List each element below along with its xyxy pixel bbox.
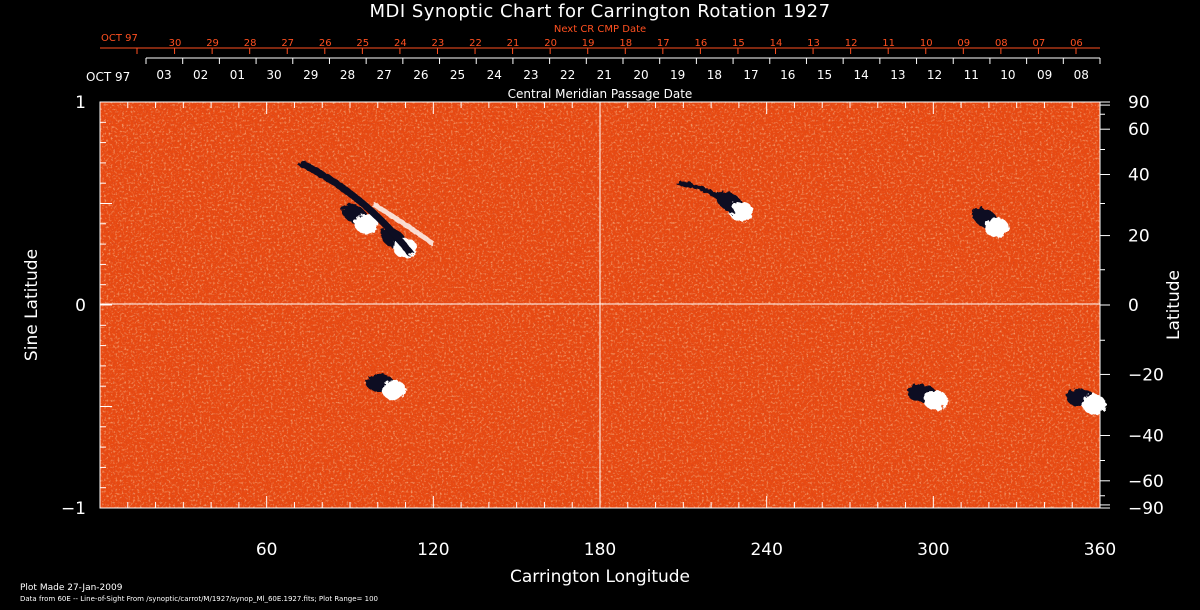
- top-date-label: 12: [927, 68, 942, 82]
- top-date-label: 01: [230, 68, 245, 82]
- y-right-tick-label: 90: [1128, 93, 1150, 113]
- y-axis-label-right: Latitude: [1164, 270, 1184, 340]
- top-date-label: 21: [597, 68, 612, 82]
- plot-made-note: Plot Made 27-Jan-2009: [20, 583, 123, 593]
- next-date-label: 24: [394, 38, 407, 49]
- top-date-label: 02: [193, 68, 208, 82]
- y-right-tick-label: −40: [1128, 426, 1164, 446]
- top-date-label: 10: [1000, 68, 1015, 82]
- x-tick-label: 120: [417, 540, 449, 560]
- next-date-label: 10: [920, 38, 933, 49]
- top-date-label: 09: [1037, 68, 1052, 82]
- positive-polarity-patch: [382, 380, 407, 401]
- top-date-label: 30: [266, 68, 281, 82]
- next-date-label: 28: [244, 38, 257, 49]
- y-right-tick-label: 20: [1128, 227, 1150, 247]
- next-date-label: 06: [1070, 38, 1083, 49]
- next-date-label: 26: [319, 38, 332, 49]
- top-axis-label: Central Meridian Passage Date: [508, 87, 693, 101]
- next-date-label: 18: [619, 38, 632, 49]
- next-date-label: 21: [507, 38, 520, 49]
- top-date-label: 28: [340, 68, 355, 82]
- next-date-label: 11: [882, 38, 895, 49]
- next-axis-label: Next CR CMP Date: [554, 24, 646, 35]
- top-date-label: 15: [817, 68, 832, 82]
- top-date-label: 18: [707, 68, 722, 82]
- next-date-label: 13: [807, 38, 820, 49]
- next-date-label: 20: [544, 38, 557, 49]
- positive-polarity-patch: [984, 217, 1009, 238]
- x-axis-label: Carrington Longitude: [510, 567, 690, 587]
- top-date-label: 20: [633, 68, 648, 82]
- top-date-label: 14: [854, 68, 869, 82]
- top-date-label: 23: [523, 68, 538, 82]
- x-tick-label: 300: [917, 540, 949, 560]
- top-date-label: 25: [450, 68, 465, 82]
- positive-polarity-patch: [923, 390, 948, 411]
- y-left-tick-label: −1: [61, 499, 86, 519]
- positive-polarity-patch: [354, 213, 379, 234]
- top-date-label: 22: [560, 68, 575, 82]
- top-date-label: 17: [743, 68, 758, 82]
- next-date-label: 25: [356, 38, 369, 49]
- next-date-label: 07: [1033, 38, 1046, 49]
- next-date-label: 15: [732, 38, 745, 49]
- next-axis-month: OCT 97: [101, 33, 138, 44]
- y-left-tick-label: 1: [75, 93, 86, 113]
- y-right-tick-label: −20: [1128, 365, 1164, 385]
- top-date-label: 08: [1074, 68, 1089, 82]
- active-regions: [298, 159, 1107, 415]
- y-right-tick-label: 40: [1128, 166, 1150, 186]
- next-date-label: 17: [657, 38, 670, 49]
- negative-trail: [298, 159, 414, 257]
- y-axis-label-left: Sine Latitude: [22, 249, 42, 361]
- top-date-label: 26: [413, 68, 428, 82]
- next-date-label: 22: [469, 38, 482, 49]
- next-date-label: 14: [770, 38, 783, 49]
- y-right-tick-label: −90: [1128, 499, 1164, 519]
- top-axis-month: OCT 97: [86, 70, 130, 84]
- next-date-label: 19: [582, 38, 595, 49]
- positive-trail: [370, 201, 435, 247]
- next-date-label: 12: [845, 38, 858, 49]
- positive-polarity-patch: [1082, 394, 1107, 415]
- x-tick-label: 240: [750, 540, 782, 560]
- x-tick-label: 180: [584, 540, 616, 560]
- negative-trail: [677, 180, 736, 216]
- top-date-label: 16: [780, 68, 795, 82]
- y-right-tick-label: −60: [1128, 472, 1164, 492]
- chart-title: MDI Synoptic Chart for Carrington Rotati…: [369, 1, 830, 22]
- positive-polarity-patch: [729, 201, 754, 222]
- y-left-tick-label: 0: [75, 296, 86, 316]
- y-right-tick-label: 60: [1128, 120, 1150, 140]
- top-date-label: 19: [670, 68, 685, 82]
- top-date-label: 13: [890, 68, 905, 82]
- top-date-label: 03: [156, 68, 171, 82]
- top-date-label: 27: [377, 68, 392, 82]
- next-date-label: 09: [957, 38, 970, 49]
- next-date-label: 29: [206, 38, 219, 49]
- x-tick-label: 60: [256, 540, 278, 560]
- top-date-label: 24: [487, 68, 502, 82]
- next-date-label: 08: [995, 38, 1008, 49]
- y-right-tick-label: 0: [1128, 296, 1139, 316]
- top-date-label: 11: [964, 68, 979, 82]
- next-date-label: 23: [432, 38, 445, 49]
- next-date-label: 16: [694, 38, 707, 49]
- next-date-label: 27: [281, 38, 294, 49]
- next-date-label: 30: [169, 38, 182, 49]
- data-source-note: Data from 60E -- Line-of-Sight From /syn…: [20, 595, 378, 603]
- x-tick-label: 360: [1084, 540, 1116, 560]
- axis-ticks: 60 120 180 240 300 36010−1906040200−20−40−60−…: [61, 38, 1164, 560]
- top-date-label: 29: [303, 68, 318, 82]
